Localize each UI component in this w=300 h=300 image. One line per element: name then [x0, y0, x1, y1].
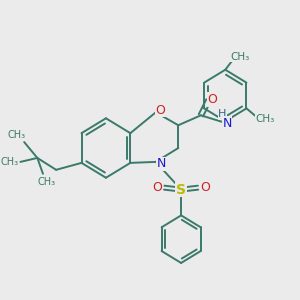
Text: S: S [176, 183, 186, 196]
Text: CH₃: CH₃ [38, 177, 56, 187]
Text: O: O [207, 93, 217, 106]
Text: O: O [152, 181, 162, 194]
Text: H: H [218, 109, 227, 119]
Text: CH₃: CH₃ [256, 114, 275, 124]
Text: O: O [201, 181, 211, 194]
Text: CH₃: CH₃ [231, 52, 250, 62]
Text: CH₃: CH₃ [8, 130, 26, 140]
Text: O: O [155, 104, 165, 117]
Text: N: N [223, 117, 232, 130]
Text: N: N [157, 158, 166, 170]
Text: CH₃: CH₃ [0, 157, 18, 167]
